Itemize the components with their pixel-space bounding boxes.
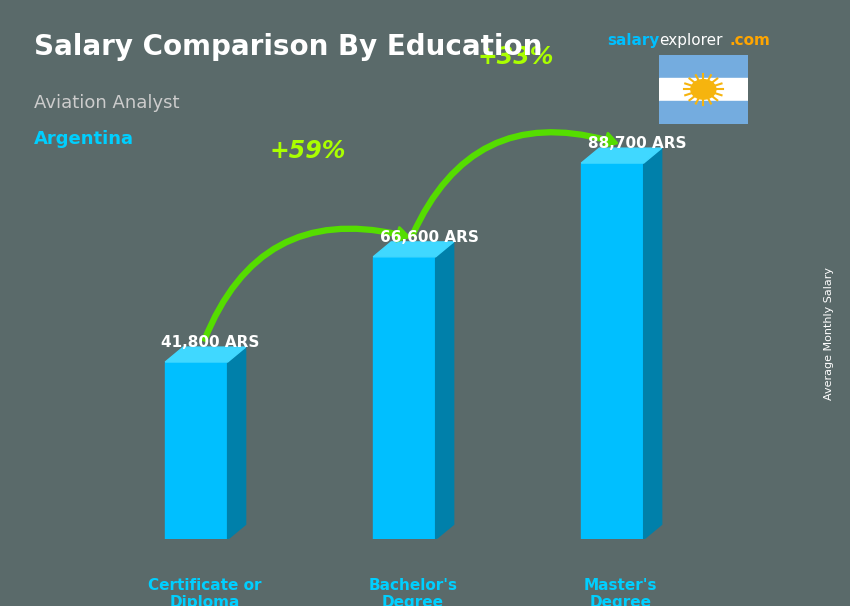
- Bar: [165, 362, 228, 539]
- Polygon shape: [581, 148, 661, 163]
- Polygon shape: [643, 148, 661, 539]
- Text: Argentina: Argentina: [34, 130, 134, 148]
- FancyArrowPatch shape: [203, 227, 409, 341]
- Text: 88,700 ARS: 88,700 ARS: [588, 136, 687, 152]
- Polygon shape: [228, 347, 246, 539]
- Text: explorer: explorer: [659, 33, 722, 48]
- FancyArrowPatch shape: [411, 130, 617, 236]
- Polygon shape: [435, 242, 454, 539]
- Bar: [581, 163, 643, 539]
- Text: +33%: +33%: [477, 45, 553, 69]
- Text: Aviation Analyst: Aviation Analyst: [34, 94, 179, 112]
- Text: Average Monthly Salary: Average Monthly Salary: [824, 267, 834, 400]
- Polygon shape: [373, 242, 454, 257]
- Bar: [659, 55, 748, 78]
- Bar: [659, 101, 748, 124]
- Bar: [659, 78, 748, 101]
- Bar: [373, 257, 435, 539]
- Text: Certificate or
Diploma: Certificate or Diploma: [148, 578, 262, 606]
- Text: Salary Comparison By Education: Salary Comparison By Education: [34, 33, 542, 61]
- Text: .com: .com: [729, 33, 770, 48]
- Text: Bachelor's
Degree: Bachelor's Degree: [368, 578, 457, 606]
- Text: 41,800 ARS: 41,800 ARS: [162, 335, 259, 350]
- Text: salary: salary: [608, 33, 660, 48]
- Polygon shape: [165, 347, 246, 362]
- Text: Master's
Degree: Master's Degree: [584, 578, 658, 606]
- Text: +59%: +59%: [269, 139, 346, 163]
- Circle shape: [691, 79, 716, 99]
- Text: 66,600 ARS: 66,600 ARS: [380, 230, 479, 245]
